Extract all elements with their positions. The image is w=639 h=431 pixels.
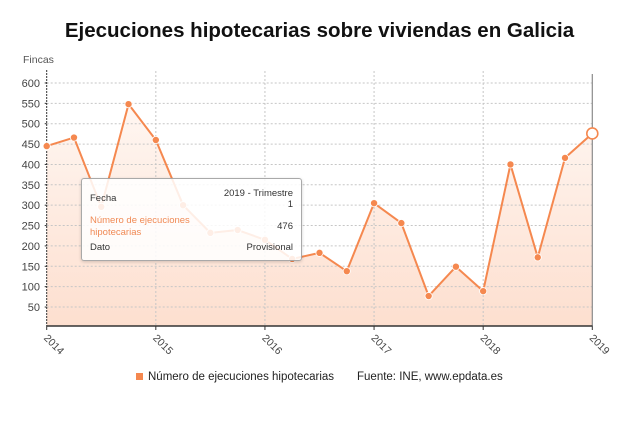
x-tick-label: 2019 — [587, 332, 612, 357]
tooltip-series-label: Número de ejecuciones hipotecarias — [90, 215, 190, 238]
data-point[interactable] — [342, 267, 351, 276]
tooltip-series-label-line2: hipotecarias — [90, 226, 142, 238]
x-tick-label: 2018 — [478, 332, 503, 357]
highlighted-data-point[interactable] — [585, 127, 599, 140]
y-tick-label: 450 — [22, 139, 40, 151]
y-tick-label: 200 — [22, 241, 40, 253]
y-tick-label: 300 — [22, 200, 40, 212]
data-point[interactable] — [424, 292, 433, 301]
y-tick-label: 50 — [28, 302, 40, 314]
data-point[interactable] — [151, 135, 160, 144]
x-tick-label: 2017 — [369, 332, 394, 357]
x-tick-label: 2016 — [259, 332, 284, 357]
data-point[interactable] — [315, 248, 324, 257]
data-point[interactable] — [397, 219, 406, 228]
y-tick-label: 100 — [22, 282, 40, 294]
data-point-tooltip: Fecha 2019 - Trimestre 1 Número de ejecu… — [81, 178, 302, 261]
legend-swatch-icon[interactable] — [136, 373, 143, 380]
tooltip-series-label-line1: Número de ejecuciones — [90, 215, 190, 226]
data-point[interactable] — [561, 153, 570, 162]
y-tick-label: 600 — [22, 78, 40, 90]
data-point[interactable] — [533, 253, 542, 262]
y-tick-label: 550 — [22, 98, 40, 110]
data-point[interactable] — [370, 199, 379, 208]
chart-title: Ejecuciones hipotecarias sobre viviendas… — [64, 19, 575, 42]
tooltip-dato-value: Provisional — [246, 241, 293, 253]
tooltip-dato-label: Dato — [90, 241, 111, 253]
tooltip-fecha-value-quarter: 1 — [287, 199, 293, 210]
data-point[interactable] — [506, 160, 515, 169]
data-point[interactable] — [42, 142, 51, 151]
data-point[interactable] — [124, 100, 133, 109]
data-point[interactable] — [451, 262, 460, 271]
legend-item-series[interactable]: Número de ejecuciones hipotecarias — [148, 371, 335, 383]
y-tick-label: 250 — [22, 221, 40, 233]
y-axis-unit-label: Fincas — [23, 54, 54, 66]
source-credit: Fuente: INE, www.epdata.es — [357, 371, 503, 383]
tooltip-fecha-value: 2019 - Trimestre — [223, 188, 293, 199]
tooltip-fecha-label: Fecha — [90, 193, 117, 204]
x-tick-label: 2014 — [41, 332, 66, 357]
tooltip-series-value: 476 — [277, 221, 293, 232]
data-point[interactable] — [69, 133, 78, 142]
y-tick-label: 400 — [22, 159, 40, 171]
y-tick-label: 150 — [22, 261, 40, 273]
x-tick-label: 2015 — [150, 332, 175, 357]
data-point[interactable] — [479, 287, 488, 296]
y-tick-label: 500 — [22, 119, 40, 131]
y-tick-label: 350 — [22, 180, 40, 192]
